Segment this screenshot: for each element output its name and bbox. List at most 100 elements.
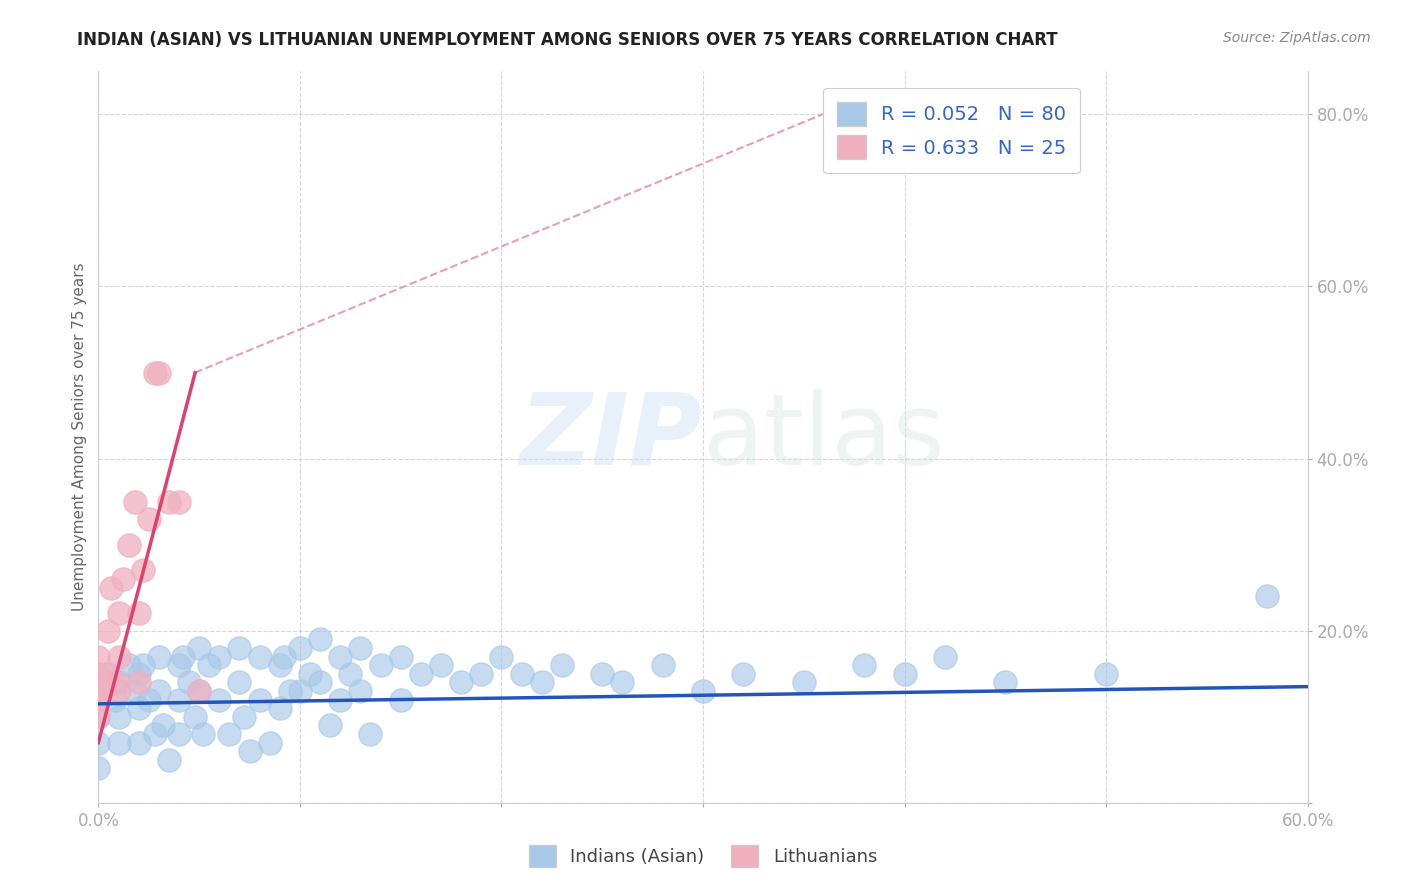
Point: [87, 684, 110, 698]
Point: [107, 675, 129, 690]
Point: [87, 761, 110, 775]
Point: [232, 710, 254, 724]
Point: [208, 692, 231, 706]
Point: [143, 727, 166, 741]
Point: [551, 658, 574, 673]
Point: [269, 701, 291, 715]
Point: [530, 675, 553, 690]
Point: [793, 675, 815, 690]
Point: [288, 684, 311, 698]
Text: ZIP: ZIP: [520, 389, 703, 485]
Point: [152, 718, 174, 732]
Point: [853, 658, 876, 673]
Point: [349, 640, 371, 655]
Point: [103, 692, 125, 706]
Legend: R = 0.052   N = 80, R = 0.633   N = 25: R = 0.052 N = 80, R = 0.633 N = 25: [823, 88, 1080, 173]
Point: [157, 494, 180, 508]
Point: [132, 658, 155, 673]
Point: [249, 649, 271, 664]
Point: [360, 727, 382, 741]
Point: [128, 675, 150, 690]
Point: [138, 692, 160, 706]
Point: [148, 366, 170, 380]
Point: [228, 640, 250, 655]
Point: [329, 692, 352, 706]
Point: [118, 658, 141, 673]
Text: Source: ZipAtlas.com: Source: ZipAtlas.com: [1223, 31, 1371, 45]
Point: [100, 581, 122, 595]
Point: [430, 658, 453, 673]
Point: [96, 666, 118, 681]
Point: [389, 649, 412, 664]
Point: [167, 494, 190, 508]
Point: [409, 666, 432, 681]
Point: [329, 649, 352, 664]
Point: [450, 675, 472, 690]
Point: [87, 692, 110, 706]
Point: [389, 692, 412, 706]
Point: [249, 692, 271, 706]
Y-axis label: Unemployment Among Seniors over 75 years: Unemployment Among Seniors over 75 years: [72, 263, 87, 611]
Point: [128, 666, 150, 681]
Point: [319, 718, 342, 732]
Point: [893, 666, 915, 681]
Text: INDIAN (ASIAN) VS LITHUANIAN UNEMPLOYMENT AMONG SENIORS OVER 75 YEARS CORRELATIO: INDIAN (ASIAN) VS LITHUANIAN UNEMPLOYMEN…: [77, 31, 1057, 49]
Point: [87, 684, 110, 698]
Point: [91, 684, 114, 698]
Point: [651, 658, 673, 673]
Point: [1095, 666, 1118, 681]
Point: [128, 701, 150, 715]
Point: [259, 735, 281, 749]
Point: [107, 649, 129, 664]
Point: [994, 675, 1017, 690]
Point: [107, 735, 129, 749]
Point: [167, 692, 190, 706]
Point: [128, 607, 150, 621]
Point: [193, 727, 215, 741]
Point: [278, 684, 301, 698]
Point: [339, 666, 361, 681]
Point: [111, 572, 134, 586]
Point: [491, 649, 513, 664]
Point: [188, 684, 211, 698]
Point: [934, 649, 956, 664]
Point: [299, 666, 322, 681]
Point: [179, 675, 201, 690]
Point: [188, 640, 211, 655]
Point: [198, 658, 221, 673]
Point: [128, 735, 150, 749]
Point: [103, 675, 125, 690]
Point: [239, 744, 262, 758]
Text: atlas: atlas: [703, 389, 945, 485]
Point: [118, 538, 141, 552]
Point: [143, 366, 166, 380]
Point: [692, 684, 714, 698]
Point: [167, 727, 190, 741]
Point: [124, 684, 146, 698]
Point: [309, 675, 332, 690]
Point: [87, 649, 110, 664]
Point: [591, 666, 613, 681]
Point: [612, 675, 634, 690]
Point: [1256, 589, 1278, 603]
Point: [733, 666, 755, 681]
Point: [132, 564, 155, 578]
Point: [273, 649, 295, 664]
Point: [208, 649, 231, 664]
Point: [138, 512, 160, 526]
Point: [184, 710, 207, 724]
Point: [370, 658, 392, 673]
Point: [148, 684, 170, 698]
Point: [87, 710, 110, 724]
Point: [470, 666, 492, 681]
Point: [157, 753, 180, 767]
Point: [288, 640, 311, 655]
Point: [309, 632, 332, 647]
Point: [218, 727, 240, 741]
Point: [188, 684, 211, 698]
Point: [167, 658, 190, 673]
Point: [349, 684, 371, 698]
Point: [97, 666, 120, 681]
Point: [97, 624, 120, 638]
Legend: Indians (Asian), Lithuanians: Indians (Asian), Lithuanians: [522, 838, 884, 874]
